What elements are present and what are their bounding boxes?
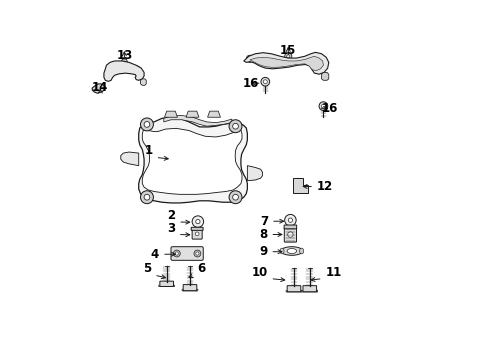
Ellipse shape bbox=[286, 248, 296, 253]
Circle shape bbox=[232, 194, 238, 200]
Polygon shape bbox=[247, 166, 262, 181]
Text: 11: 11 bbox=[325, 266, 341, 279]
Circle shape bbox=[194, 250, 201, 257]
Polygon shape bbox=[292, 178, 307, 193]
Circle shape bbox=[175, 252, 178, 255]
Text: 6: 6 bbox=[197, 262, 205, 275]
Polygon shape bbox=[140, 79, 146, 85]
Circle shape bbox=[121, 59, 127, 64]
Text: 3: 3 bbox=[166, 221, 175, 234]
Polygon shape bbox=[92, 84, 105, 93]
Circle shape bbox=[232, 123, 238, 129]
Circle shape bbox=[228, 120, 242, 133]
Circle shape bbox=[96, 86, 101, 91]
Text: 14: 14 bbox=[92, 81, 108, 94]
Circle shape bbox=[228, 191, 242, 204]
Polygon shape bbox=[185, 111, 199, 117]
Polygon shape bbox=[249, 56, 323, 71]
FancyBboxPatch shape bbox=[191, 227, 203, 230]
Text: 15: 15 bbox=[280, 44, 296, 57]
Polygon shape bbox=[244, 52, 328, 74]
Polygon shape bbox=[121, 152, 139, 166]
Circle shape bbox=[261, 77, 269, 86]
Text: 16: 16 bbox=[242, 77, 258, 90]
Text: 7: 7 bbox=[260, 215, 267, 228]
Text: 4: 4 bbox=[151, 248, 159, 261]
FancyBboxPatch shape bbox=[171, 247, 203, 260]
Text: 9: 9 bbox=[259, 245, 267, 258]
FancyBboxPatch shape bbox=[183, 285, 196, 291]
Circle shape bbox=[140, 118, 153, 131]
Circle shape bbox=[140, 191, 153, 204]
FancyBboxPatch shape bbox=[192, 229, 202, 239]
Text: 16: 16 bbox=[321, 102, 337, 115]
Circle shape bbox=[109, 65, 115, 71]
Ellipse shape bbox=[281, 247, 302, 255]
Circle shape bbox=[122, 63, 128, 69]
Circle shape bbox=[111, 67, 113, 69]
Circle shape bbox=[284, 53, 291, 60]
Ellipse shape bbox=[280, 248, 284, 254]
Text: 1: 1 bbox=[144, 144, 152, 157]
Circle shape bbox=[316, 58, 323, 65]
Circle shape bbox=[136, 68, 138, 70]
Circle shape bbox=[144, 122, 149, 127]
Polygon shape bbox=[104, 61, 144, 81]
Circle shape bbox=[318, 102, 327, 111]
Text: 12: 12 bbox=[316, 180, 332, 193]
Circle shape bbox=[321, 104, 325, 108]
FancyBboxPatch shape bbox=[303, 286, 316, 292]
Circle shape bbox=[192, 216, 203, 227]
Circle shape bbox=[318, 60, 321, 63]
Text: 8: 8 bbox=[259, 228, 267, 241]
Circle shape bbox=[287, 218, 292, 222]
Polygon shape bbox=[207, 111, 220, 117]
Text: 10: 10 bbox=[251, 266, 267, 279]
Polygon shape bbox=[321, 72, 328, 80]
Polygon shape bbox=[142, 129, 242, 194]
FancyBboxPatch shape bbox=[301, 290, 317, 292]
Circle shape bbox=[248, 57, 251, 60]
FancyBboxPatch shape bbox=[160, 281, 173, 287]
Circle shape bbox=[195, 252, 199, 255]
Polygon shape bbox=[163, 116, 231, 126]
FancyBboxPatch shape bbox=[182, 289, 198, 291]
Circle shape bbox=[195, 232, 199, 236]
Circle shape bbox=[173, 250, 180, 257]
Text: 13: 13 bbox=[116, 49, 132, 62]
Polygon shape bbox=[139, 117, 247, 203]
FancyBboxPatch shape bbox=[286, 286, 300, 292]
Circle shape bbox=[246, 55, 253, 62]
Circle shape bbox=[284, 215, 296, 226]
Circle shape bbox=[287, 232, 292, 237]
Circle shape bbox=[286, 55, 289, 58]
FancyBboxPatch shape bbox=[284, 227, 296, 242]
Text: 2: 2 bbox=[167, 209, 175, 222]
Circle shape bbox=[144, 194, 149, 200]
Circle shape bbox=[124, 65, 126, 67]
Text: 5: 5 bbox=[142, 262, 151, 275]
Ellipse shape bbox=[299, 248, 303, 254]
Polygon shape bbox=[164, 111, 177, 117]
Circle shape bbox=[263, 80, 267, 84]
Circle shape bbox=[134, 66, 140, 72]
FancyBboxPatch shape bbox=[159, 285, 174, 287]
FancyBboxPatch shape bbox=[285, 290, 301, 292]
FancyBboxPatch shape bbox=[284, 225, 296, 229]
Circle shape bbox=[195, 220, 200, 224]
